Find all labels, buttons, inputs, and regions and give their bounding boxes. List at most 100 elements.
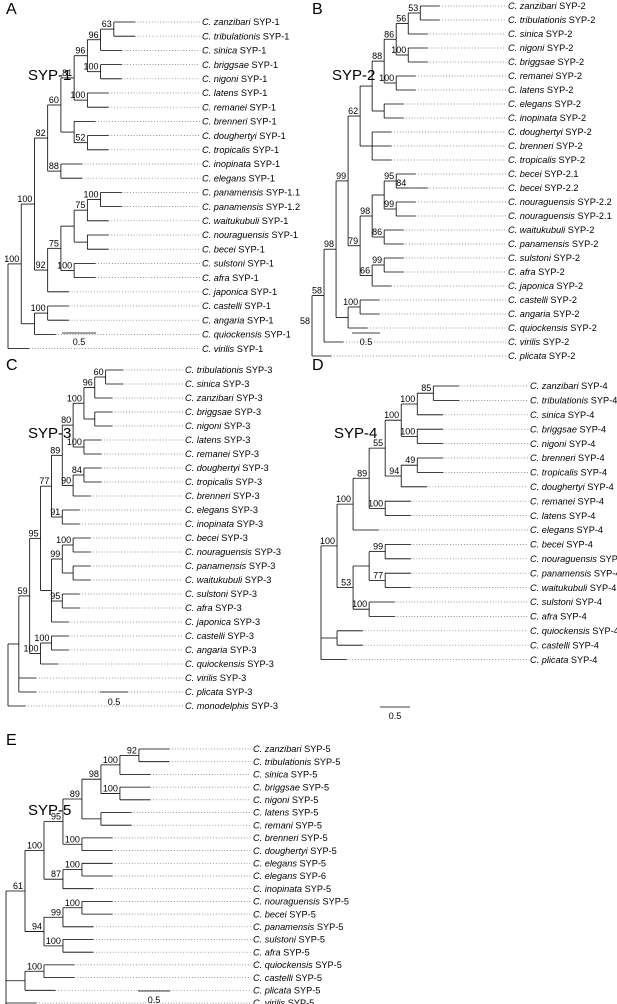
species-name: C. panamensis	[530, 568, 592, 578]
taxon-label: C. becei SYP-4	[530, 540, 593, 550]
species-name: C. latens	[253, 808, 290, 818]
bootstrap-value: 100	[31, 303, 46, 313]
panel-title: SYP-4	[334, 425, 377, 442]
gene-name: SYP-3	[233, 477, 262, 487]
bootstrap-value: 84	[72, 465, 82, 475]
gene-name: SYP-2	[544, 43, 573, 53]
taxon-label: C. panamensis SYP-1.2	[202, 202, 300, 212]
gene-name: SYP-4	[565, 410, 594, 420]
taxon-label: C. tropicalis SYP-1	[202, 145, 279, 155]
bootstrap-value: 81	[62, 68, 72, 78]
scale-bar-label: 0.5	[360, 337, 373, 347]
species-name: C. castelli	[508, 295, 549, 305]
gene-name: SYP-1	[247, 102, 276, 112]
bootstrap-value: 88	[49, 161, 59, 171]
taxon-label: C. afra SYP-2	[508, 267, 565, 277]
species-name: C. sulstoni	[530, 597, 574, 607]
species-name: C. becei	[508, 183, 543, 193]
species-name: C. doughertyi	[202, 131, 258, 141]
taxon-label: C. doughertyi SYP-1	[202, 131, 286, 141]
gene-name: SYP-3	[220, 379, 249, 389]
taxon-label: C. inopinata SYP-2	[508, 113, 586, 123]
species-name: C. quiockensis	[508, 323, 568, 333]
gene-name: SYP-1	[250, 145, 279, 155]
taxon-label: C. panamensis SYP-3	[185, 561, 275, 571]
taxon-label: C. tribulationis SYP-4	[530, 396, 617, 406]
taxon-label: C. plicata SYP-2	[508, 351, 575, 361]
species-name: C. brenneri	[202, 117, 248, 127]
bootstrap-value: 58	[300, 316, 310, 326]
gene-name: SYP-2	[536, 267, 565, 277]
taxon-label: C. briggsae SYP-1	[202, 60, 278, 70]
gene-name: SYP-2.2	[575, 197, 612, 207]
bootstrap-value: 100	[391, 45, 406, 55]
gene-name: SYP-4	[568, 655, 597, 665]
gene-name: SYP-3	[234, 519, 263, 529]
bootstrap-value: 100	[84, 190, 99, 200]
taxon-label: C. plicata SYP-4	[530, 655, 597, 665]
taxon-label: C. becei SYP-5	[253, 909, 316, 919]
gene-name: SYP-2	[548, 295, 577, 305]
bootstrap-value: 100	[46, 936, 61, 946]
taxon-label: C. brenneri SYP-3	[185, 491, 260, 501]
species-name: C. angaria	[508, 309, 550, 319]
species-name: C. doughertyi	[185, 463, 241, 473]
taxon-label: C. latens SYP-2	[508, 85, 573, 95]
species-name: C. plicata	[508, 351, 546, 361]
species-name: C. plicata	[253, 986, 291, 996]
taxon-label: C. virilis SYP-1	[202, 344, 263, 354]
panel-title: SYP-3	[28, 425, 71, 442]
species-name: C. tropicalis	[202, 145, 250, 155]
taxon-label: C. castelli SYP-4	[530, 640, 599, 650]
taxon-label: C. brenneri SYP-2	[508, 141, 583, 151]
bootstrap-value: 100	[320, 536, 335, 546]
taxon-label: C. japonica SYP-1	[202, 287, 277, 297]
gene-name: SYP-1	[259, 216, 288, 226]
taxon-label: C. zanzibari SYP-3	[185, 393, 263, 403]
taxon-label: C. becei SYP-2.2	[508, 183, 579, 193]
bootstrap-value: 53	[408, 3, 418, 13]
gene-name: SYP-1	[238, 74, 267, 84]
gene-name: SYP-3	[252, 547, 281, 557]
species-name: C. zanzibari	[530, 381, 579, 391]
taxon-label: C. sulstoni SYP-4	[530, 597, 602, 607]
taxon-label: C. castelli SYP-2	[508, 295, 577, 305]
gene-name: SYP-3	[234, 393, 263, 403]
bootstrap-value: 100	[67, 437, 82, 447]
gene-name: SYP-4	[575, 496, 604, 506]
species-name: C. inopinata	[508, 113, 557, 123]
gene-name: SYP-1	[251, 17, 280, 27]
taxon-label: C. briggsae SYP-3	[185, 407, 261, 417]
bootstrap-value: 94	[389, 466, 399, 476]
gene-name: SYP-4	[566, 511, 595, 521]
taxon-label: C. becei SYP-2.1	[508, 169, 579, 179]
gene-name: SYP-3	[221, 421, 250, 431]
species-name: C. angaria	[202, 315, 244, 325]
bootstrap-value: 100	[336, 494, 351, 504]
taxon-label: C. inopinata SYP-1	[202, 159, 280, 169]
bootstrap-value: 52	[75, 133, 85, 143]
bootstrap-value: 86	[372, 227, 382, 237]
taxon-label: C. latens SYP-1	[202, 88, 267, 98]
gene-name: SYP-2	[553, 141, 582, 151]
bootstrap-value: 61	[13, 881, 23, 891]
bootstrap-value: 100	[343, 297, 358, 307]
gene-name: SYP-4	[575, 453, 604, 463]
gene-name: SYP-5	[281, 947, 310, 957]
species-name: C. zanzibari	[185, 393, 234, 403]
taxon-label: C. remani SYP-5	[253, 820, 322, 830]
species-name: C. sinica	[508, 29, 543, 39]
species-name: C. elegans	[185, 505, 229, 515]
taxon-label: C. monodelphis SYP-3	[185, 701, 278, 711]
species-name: C. tribulationis	[202, 31, 261, 41]
bootstrap-value: 99	[336, 171, 346, 181]
taxon-label: C. tribulationis SYP-3	[185, 365, 272, 375]
taxon-label: C. zanzibari SYP-2	[508, 1, 586, 11]
species-name: C. inopinata	[202, 159, 251, 169]
bootstrap-value: 55	[373, 438, 383, 448]
gene-name: SYP-1	[248, 287, 277, 297]
species-name: C. plicata	[185, 687, 223, 697]
gene-name: SYP-2	[554, 281, 583, 291]
